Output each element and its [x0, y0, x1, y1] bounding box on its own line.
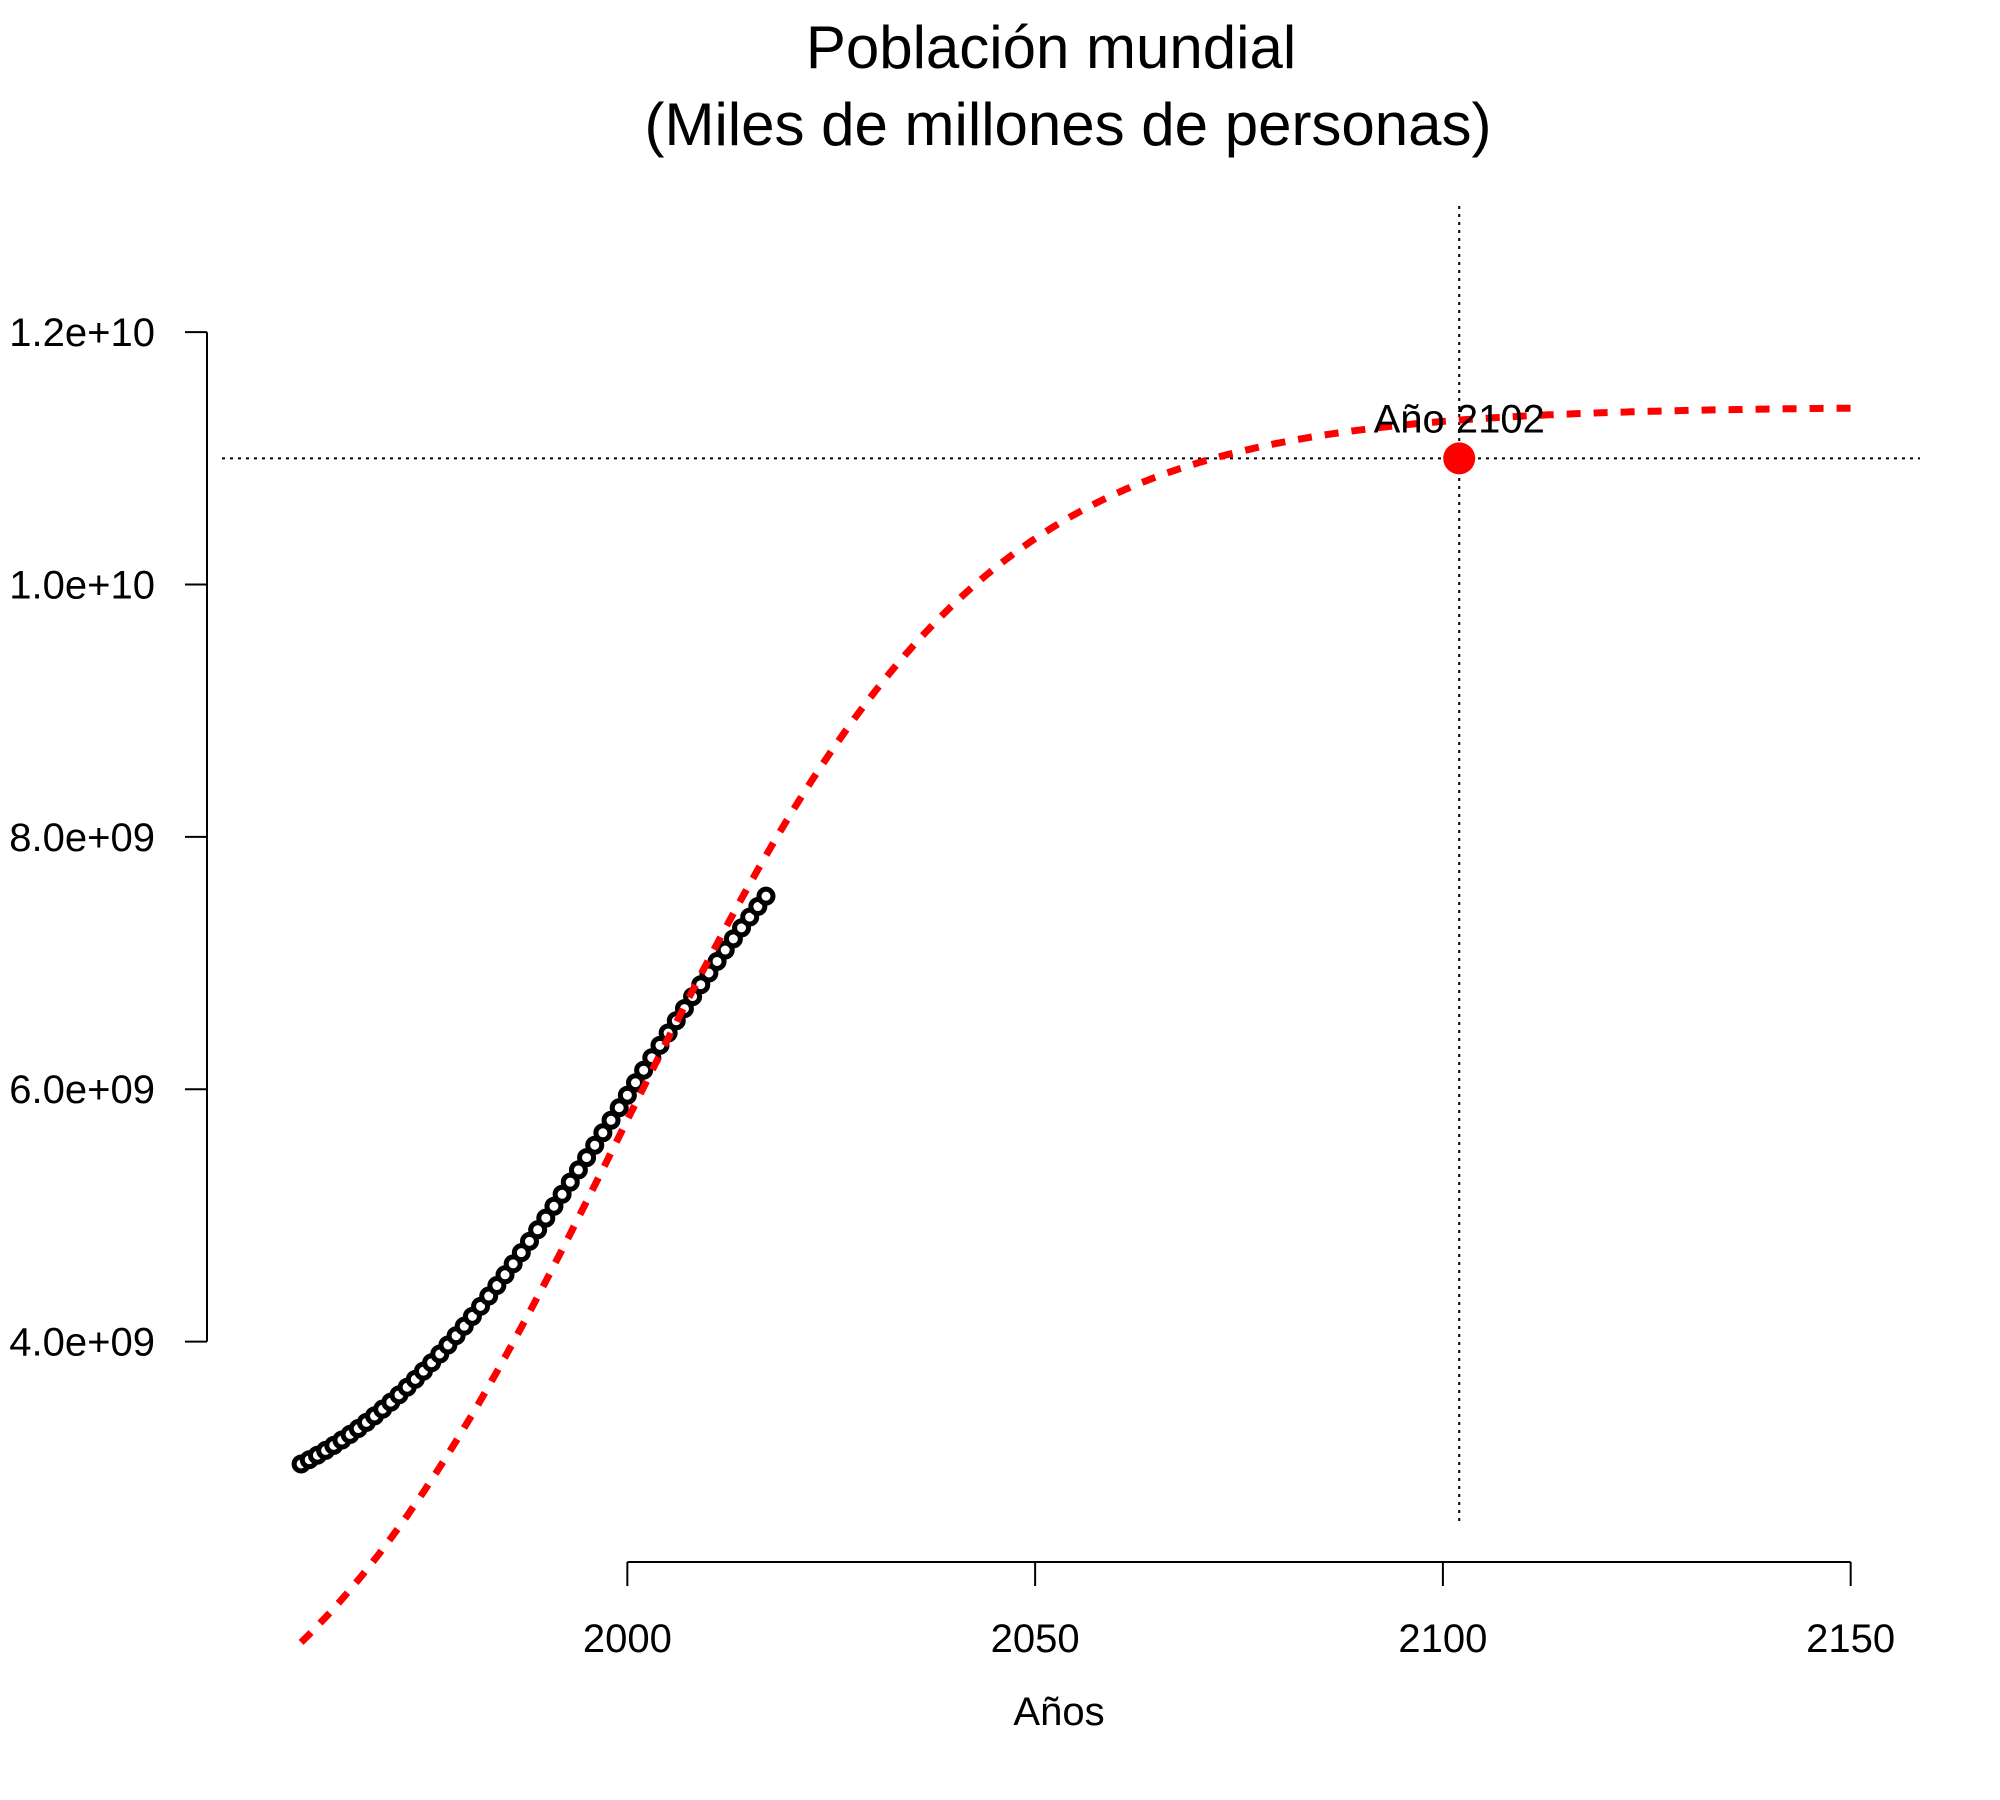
- x-tick-label: 2150: [1806, 1617, 1895, 1661]
- chart-subtitle: (Miles de millones de personas): [644, 91, 1491, 158]
- y-axis: 4.0e+09 6.0e+09 8.0e+09 1.0e+10 1.2e+10: [9, 311, 208, 1365]
- fit-curve: [298, 404, 1851, 1645]
- observed-point: [593, 1123, 613, 1143]
- y-tick-label: 6.0e+09: [9, 1068, 155, 1112]
- x-axis-label: Años: [1013, 1690, 1104, 1734]
- observed-series: [291, 886, 776, 1474]
- observed-point: [756, 886, 776, 906]
- observed-point: [601, 1110, 621, 1130]
- highlight-group: Año 2102: [1374, 397, 1545, 475]
- observed-point: [544, 1196, 564, 1216]
- fit-series: [298, 404, 1851, 1645]
- observed-point: [552, 1184, 572, 1204]
- chart-title: Población mundial: [806, 14, 1296, 81]
- highlight-label: Año 2102: [1374, 397, 1545, 441]
- observed-point: [634, 1060, 654, 1080]
- highlight-point: [1443, 442, 1476, 475]
- y-tick-label: 8.0e+09: [9, 816, 155, 860]
- reference-lines: [222, 206, 1920, 1522]
- x-axis: 2000 2050 2100 2150: [583, 1561, 1895, 1661]
- observed-point: [568, 1160, 588, 1180]
- y-tick-label: 1.2e+10: [9, 311, 155, 355]
- y-tick-label: 4.0e+09: [9, 1321, 155, 1365]
- x-tick-label: 2050: [991, 1617, 1080, 1661]
- observed-point: [585, 1135, 605, 1155]
- observed-point: [560, 1172, 580, 1192]
- observed-point: [617, 1085, 637, 1105]
- x-tick-label: 2000: [583, 1617, 672, 1661]
- observed-point: [577, 1148, 597, 1168]
- x-tick-label: 2100: [1398, 1617, 1487, 1661]
- observed-point: [609, 1098, 629, 1118]
- y-tick-label: 1.0e+10: [9, 564, 155, 608]
